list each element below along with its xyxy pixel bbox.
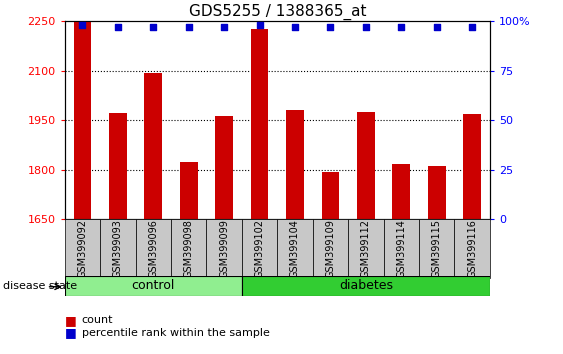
Bar [242,219,277,278]
Point [113,24,122,30]
Bar [65,219,100,278]
Bar [312,219,348,278]
Bar [357,112,375,354]
Title: GDS5255 / 1388365_at: GDS5255 / 1388365_at [189,4,366,20]
Text: GSM399099: GSM399099 [219,219,229,278]
Point [149,24,158,30]
Text: GSM399115: GSM399115 [432,219,442,278]
Text: GSM399104: GSM399104 [290,219,300,278]
Point [468,24,477,30]
Bar [428,166,445,354]
Text: disease state: disease state [3,281,77,291]
Text: control: control [132,279,175,292]
Bar [215,116,233,354]
Text: percentile rank within the sample: percentile rank within the sample [82,328,270,338]
Point [432,24,441,30]
Bar [65,276,242,296]
Point [184,24,193,30]
Point [78,22,87,28]
Point [397,24,406,30]
Point [291,24,300,30]
Bar [109,113,127,354]
Text: GSM399098: GSM399098 [184,219,194,278]
Point [220,24,229,30]
Text: GSM399116: GSM399116 [467,219,477,278]
Text: GSM399114: GSM399114 [396,219,406,278]
Text: GSM399109: GSM399109 [325,219,336,278]
Text: GSM399092: GSM399092 [78,219,87,278]
Point [255,22,264,28]
Text: ■: ■ [65,314,77,327]
Bar [100,219,136,278]
Bar [251,29,269,354]
Bar [348,219,383,278]
Bar [74,22,91,354]
Bar [454,219,490,278]
Bar [242,276,490,296]
Point [361,24,370,30]
Bar [136,219,171,278]
Bar [180,162,198,354]
Point [326,24,335,30]
Bar [463,114,481,354]
Text: count: count [82,315,113,325]
Bar [419,219,454,278]
Bar [383,219,419,278]
Text: GSM399093: GSM399093 [113,219,123,278]
Text: GSM399112: GSM399112 [361,219,371,278]
Bar [171,219,207,278]
Bar [286,110,304,354]
Bar [278,219,312,278]
Text: ■: ■ [65,326,77,339]
Text: GSM399096: GSM399096 [148,219,158,278]
Text: diabetes: diabetes [339,279,393,292]
Bar [321,172,339,354]
Bar [392,164,410,354]
Bar [145,73,162,354]
Text: GSM399102: GSM399102 [254,219,265,278]
Bar [207,219,242,278]
